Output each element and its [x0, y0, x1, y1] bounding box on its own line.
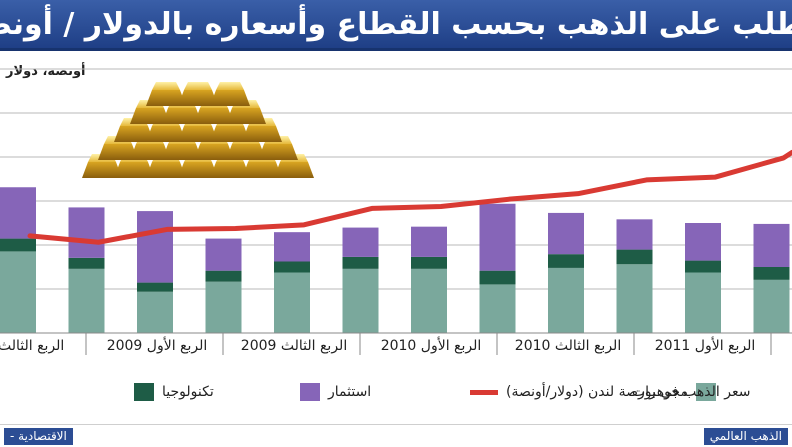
x-tick-label: الربع الأول 2011: [655, 336, 756, 354]
bar-technology: [68, 257, 105, 269]
legend-investment: استثمار: [300, 382, 371, 402]
gold-bar-side: [258, 144, 298, 160]
legend-label-investment: استثمار: [328, 384, 372, 400]
price-line: [27, 149, 792, 245]
gold-bar-side: [194, 144, 234, 160]
bar-investment: [342, 227, 379, 257]
gold-bar-side: [130, 108, 170, 124]
bar-jewelry: [411, 268, 447, 333]
price-line-layer: [27, 149, 792, 245]
bar-technology: [548, 254, 584, 268]
bar-jewelry: [68, 268, 105, 333]
gold-bar-side: [98, 144, 138, 160]
legend-swatch-investment: [300, 383, 320, 401]
gold-bar-side: [242, 126, 282, 142]
bar-investment: [548, 212, 584, 255]
gold-bar-top: [184, 82, 212, 90]
bar-jewelry: [0, 251, 36, 333]
legend-label-jewelry: مجوهرات: [632, 384, 688, 400]
bar-jewelry: [685, 272, 721, 333]
gold-bar: [210, 82, 250, 106]
gold-bar-side: [242, 162, 282, 178]
gold-bar-side: [82, 162, 122, 178]
x-axis-ticks: الربع الثالث 08 الربع الأول 2009 الربع الث…: [0, 332, 792, 355]
bar-technology: [411, 256, 447, 269]
bar-technology: [137, 282, 173, 292]
legend-technology: تكنولوجيا: [134, 382, 214, 402]
gold-bar-side: [178, 126, 218, 142]
bar-technology: [342, 256, 379, 269]
gold-bar-side: [226, 108, 266, 124]
footer-source-right: الذهب العالمي: [703, 428, 788, 445]
bar-investment: [753, 223, 790, 267]
chart-title: الطلب على الذهب بحسب القطاع وأسعاره بالد…: [0, 0, 792, 51]
x-tick-label: الربع الأول 2010: [381, 336, 482, 354]
bar-jewelry: [137, 291, 173, 333]
gold-bar-side: [210, 162, 250, 178]
gold-bar-top: [152, 82, 180, 90]
bar-jewelry: [205, 281, 242, 333]
gold-bar-side: [146, 162, 186, 178]
x-tick-label: الربع الثالث 08: [0, 338, 64, 354]
gold-bar-side: [210, 126, 250, 142]
bar-jewelry: [342, 268, 379, 333]
gold-bar-side: [210, 90, 250, 106]
bar-jewelry: [616, 264, 653, 333]
bar-investment: [616, 219, 653, 250]
bar-jewelry: [548, 267, 584, 333]
gold-bars-icon: [82, 82, 314, 178]
bar-jewelry: [479, 284, 516, 333]
bar-technology: [274, 261, 310, 273]
bar-investment: [68, 207, 105, 258]
gold-bar-side: [274, 162, 314, 178]
x-tick-label: الربع الثالث 2009: [241, 338, 347, 354]
bar-technology: [685, 260, 721, 273]
gold-bar-side: [178, 90, 218, 106]
bar-technology: [0, 238, 36, 252]
gold-bar-side: [146, 126, 186, 142]
gold-bar-side: [114, 126, 154, 142]
gold-bar-side: [146, 90, 186, 106]
gold-bar-side: [130, 144, 170, 160]
gold-bar-side: [114, 162, 154, 178]
x-tick-label: الربع الثالث 2010: [515, 338, 621, 354]
legend-swatch-technology: [134, 383, 154, 401]
legend-jewelry: مجوهرات: [632, 382, 716, 402]
bar-jewelry: [753, 279, 790, 333]
bar-technology: [616, 249, 653, 265]
bar-jewelry: [274, 272, 310, 333]
bar-investment: [0, 187, 36, 239]
bar-technology: [205, 270, 242, 282]
gold-bar-side: [162, 144, 202, 160]
gold-bar-side: [178, 162, 218, 178]
bar-technology: [479, 270, 516, 285]
legend-swatch-jewelry: [695, 383, 716, 401]
bar-investment: [274, 232, 310, 262]
footer-source-left: الاقتصادية -: [4, 428, 73, 445]
bar-investment: [685, 223, 721, 261]
stacked-bars: [0, 187, 790, 333]
legend-label-technology: تكنولوجيا: [162, 384, 214, 400]
chart-area: الربع الثالث 08 الربع الأول 2009 الربع الث…: [0, 68, 792, 355]
bar-technology: [753, 267, 790, 280]
gold-bar-top: [216, 82, 244, 90]
footer: الاقتصادية - الذهب العالمي: [0, 424, 792, 447]
bar-investment: [205, 238, 242, 271]
legend-price: سعر الذهب في بورصة لندن (دولار/أونصة): [470, 382, 750, 402]
legend-label-price: سعر الذهب في بورصة لندن (دولار/أونصة): [506, 384, 751, 400]
bar-investment: [411, 226, 447, 257]
unit-label: أونصة، دولار: [6, 64, 86, 79]
gold-bar-side: [226, 144, 266, 160]
x-tick-label: الربع الأول 2009: [107, 336, 208, 354]
legend-swatch-price: [470, 389, 498, 395]
bar-investment: [137, 211, 173, 283]
gold-bar-side: [194, 108, 234, 124]
gold-bar-side: [162, 108, 202, 124]
gold-bar: [146, 82, 186, 106]
gold-bar: [178, 82, 218, 106]
bar-investment: [479, 203, 516, 271]
